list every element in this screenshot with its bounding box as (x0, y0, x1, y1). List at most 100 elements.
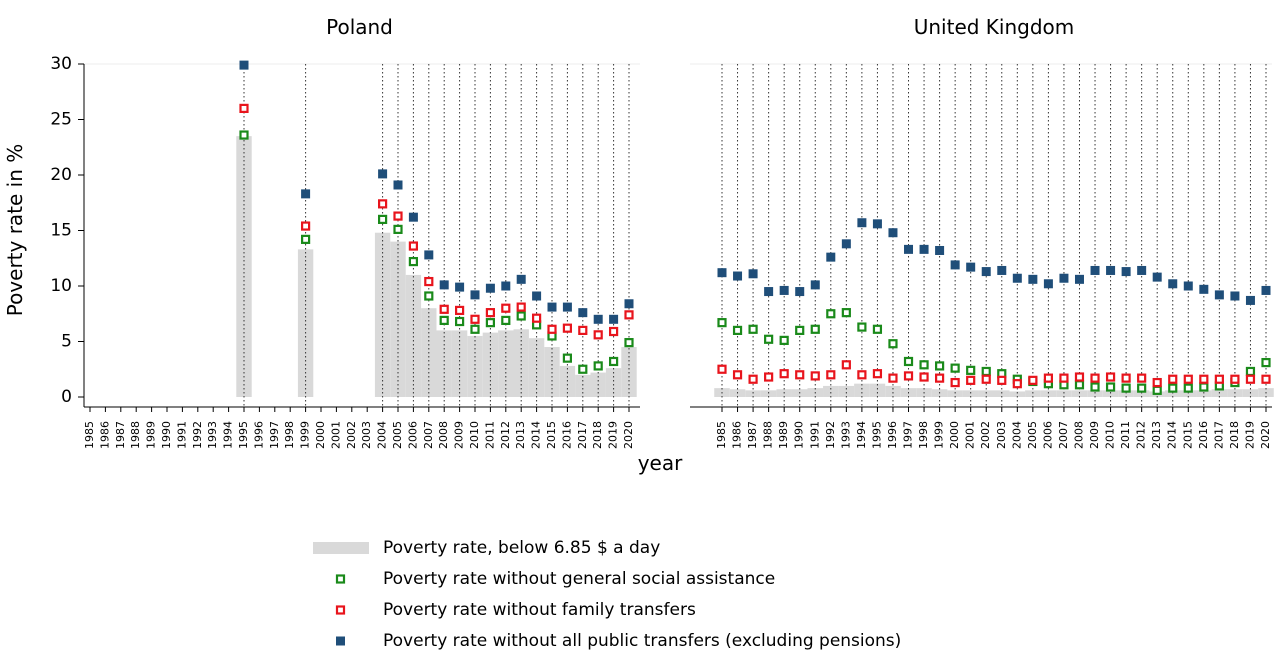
x-tick-label: 1994 (222, 421, 235, 449)
square-marker (455, 282, 465, 292)
square-marker (1183, 281, 1193, 291)
legend-label: Poverty rate, below 6.85 $ a day (383, 538, 660, 558)
hollow-square-marker (1137, 373, 1147, 383)
bar (1009, 391, 1026, 397)
bar (1087, 390, 1103, 397)
hollow-square-marker (1261, 357, 1271, 368)
x-tick-label: 2011 (483, 421, 496, 449)
hollow-square-marker (1074, 372, 1085, 382)
x-tick-label: 1989 (145, 421, 158, 449)
x-tick-label: 2001 (964, 421, 977, 449)
hollow-square-marker (516, 311, 526, 321)
hollow-square-marker (608, 356, 619, 367)
hollow-square-marker (439, 315, 449, 326)
square-marker (547, 302, 557, 312)
square-marker (779, 285, 789, 295)
x-tick-label: 2013 (514, 421, 527, 449)
x-tick-label: 2014 (530, 421, 543, 449)
square-marker (470, 290, 480, 300)
x-tick-label: 1992 (824, 421, 837, 449)
bar (498, 330, 514, 397)
hollow-square-marker (748, 374, 758, 384)
hollow-square-marker (919, 372, 929, 382)
x-tick-label: 1996 (886, 421, 899, 449)
hollow-square-marker (857, 370, 867, 380)
hollow-square-marker (624, 310, 634, 320)
hollow-square-marker (301, 221, 311, 231)
hollow-square-marker (378, 199, 388, 209)
hollow-square-marker (1245, 366, 1256, 377)
x-tick-label: 2005 (1026, 421, 1039, 449)
hollow-square-marker (826, 370, 836, 380)
x-tick-label: 2015 (545, 421, 558, 449)
hollow-square-marker (888, 339, 898, 349)
x-tick-label: 2007 (1057, 421, 1070, 449)
x-tick-label: 2007 (422, 421, 435, 449)
hollow-square-marker (1230, 374, 1240, 384)
x-tick-label: 2012 (1135, 421, 1148, 449)
square-marker (748, 269, 758, 279)
x-tick-label: 2000 (314, 421, 327, 449)
x-tick-label: 2008 (1072, 421, 1085, 449)
x-tick-label: 2011 (1119, 421, 1132, 449)
hollow-square-marker (424, 291, 434, 301)
bar (405, 274, 422, 397)
bar (451, 330, 468, 397)
square-marker (501, 281, 511, 291)
bar (760, 390, 777, 397)
bar (745, 390, 761, 397)
bar (947, 390, 963, 397)
x-tick-label: 2019 (1243, 421, 1256, 449)
x-tick-label: 2001 (329, 421, 342, 449)
hollow-square-marker (470, 314, 480, 324)
hollow-square-marker (1074, 380, 1085, 390)
hollow-square-marker (501, 303, 511, 313)
x-tick-label: 1987 (114, 421, 127, 449)
hollow-square-marker (732, 370, 743, 380)
x-tick-label: 2012 (499, 421, 512, 449)
bar (1118, 390, 1134, 397)
square-marker (1199, 284, 1209, 294)
y-tick-label: 30 (50, 54, 72, 74)
hollow-square-marker (1183, 374, 1193, 384)
square-marker (1012, 273, 1022, 283)
bar (297, 249, 314, 397)
hollow-square-marker (934, 373, 945, 383)
hollow-square-marker (301, 234, 311, 244)
hollow-square-marker (1245, 374, 1256, 384)
hollow-square-marker (764, 334, 774, 344)
square-marker (393, 180, 403, 190)
square-marker (733, 271, 743, 281)
square-marker (439, 280, 449, 290)
x-tick-label: 2003 (360, 421, 373, 449)
bar (390, 241, 406, 397)
bar (605, 368, 622, 397)
hollow-square-marker (424, 276, 434, 287)
square-marker (1106, 265, 1116, 275)
x-tick-label: 1998 (283, 421, 296, 449)
hollow-square-marker (470, 324, 480, 334)
legend-label: Poverty rate without family transfers (383, 600, 696, 620)
hollow-square-marker (841, 308, 851, 318)
hollow-square-marker (439, 304, 449, 314)
square-marker (516, 274, 526, 284)
hollow-square-marker (408, 241, 418, 251)
bar (575, 374, 591, 397)
hollow-square-marker (748, 324, 758, 334)
panel-title: United Kingdom (914, 15, 1075, 39)
square-marker (578, 308, 588, 318)
hollow-square-marker (1012, 379, 1022, 389)
square-marker (1261, 285, 1271, 295)
square-marker (717, 268, 727, 278)
square-marker (950, 260, 960, 270)
square-marker (1090, 265, 1100, 275)
bar (1164, 390, 1181, 397)
legend-swatch (335, 605, 346, 615)
hollow-square-marker (485, 308, 495, 318)
x-tick-label: 2013 (1150, 421, 1163, 449)
bar (374, 232, 391, 397)
x-tick-label: 2002 (979, 421, 992, 449)
hollow-square-marker (903, 371, 914, 381)
bar (962, 390, 979, 397)
x-tick-label: 2006 (1041, 421, 1054, 449)
